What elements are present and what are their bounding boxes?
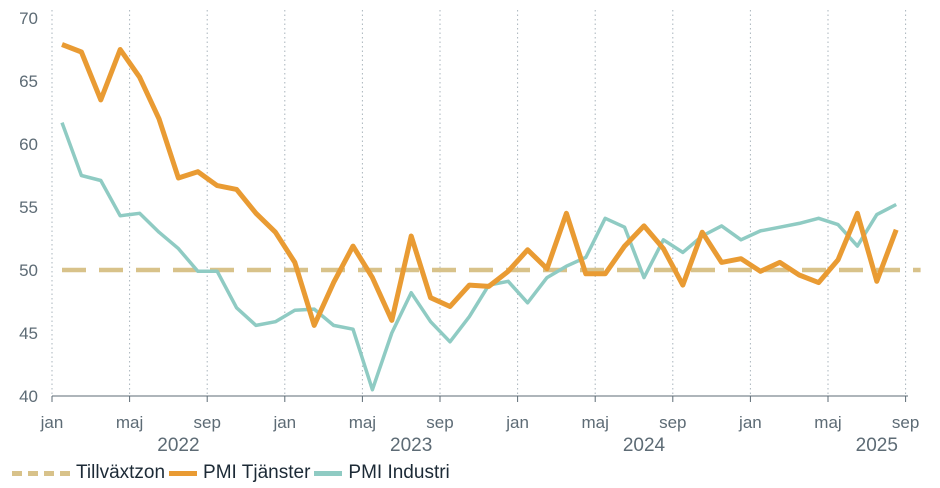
series-lines bbox=[60, 42, 921, 392]
legend-label-pmi-industri: PMI Industri bbox=[348, 462, 450, 483]
x-tick-label: maj bbox=[116, 413, 143, 432]
y-tick-label: 65 bbox=[19, 72, 38, 91]
legend-swatch-pmi-industri bbox=[314, 470, 343, 476]
legend-label-pmi-tjanster: PMI Tjänster bbox=[203, 462, 311, 483]
series-line-pmi-tjanster bbox=[61, 42, 899, 328]
grid-lines bbox=[51, 10, 907, 396]
x-year-label: 2022 bbox=[157, 435, 199, 456]
x-tick-label: jan bbox=[272, 413, 296, 432]
axis-labels: 40 45 50 55 60 65 70 jan maj sep jan maj sep jan maj se… bbox=[19, 9, 919, 456]
x-tick-label: jan bbox=[40, 413, 64, 432]
x-tick-label: jan bbox=[505, 413, 529, 432]
x-tick-label: maj bbox=[581, 413, 608, 432]
x-tick-label: jan bbox=[738, 413, 762, 432]
x-tick-label: sep bbox=[426, 413, 453, 432]
legend-item-tillvaxtzon: Tillväxtzon bbox=[12, 462, 165, 484]
legend-item-pmi-industri: PMI Industri bbox=[314, 462, 450, 484]
x-tick-label: sep bbox=[193, 413, 220, 432]
x-tick-label: sep bbox=[892, 413, 919, 432]
y-tick-label: 50 bbox=[19, 261, 38, 280]
x-year-label: 2024 bbox=[623, 435, 666, 456]
y-tick-label: 55 bbox=[19, 198, 38, 217]
x-year-label: 2023 bbox=[390, 435, 432, 456]
y-tick-label: 40 bbox=[19, 387, 38, 406]
legend-label-tillvaxtzon: Tillväxtzon bbox=[76, 462, 166, 483]
series-line-pmi-industri bbox=[60, 121, 898, 392]
y-tick-label: 60 bbox=[19, 135, 38, 154]
legend-swatch-pmi-tjanster bbox=[169, 470, 198, 476]
y-tick-label: 70 bbox=[19, 9, 38, 28]
y-tick-label: 45 bbox=[19, 324, 38, 343]
axes bbox=[51, 10, 908, 402]
legend-swatch-tillvaxtzon bbox=[12, 470, 70, 476]
x-tick-label: maj bbox=[349, 413, 376, 432]
x-tick-label: maj bbox=[814, 413, 841, 432]
x-year-label: 2025 bbox=[856, 435, 898, 456]
legend-item-pmi-tjanster: PMI Tjänster bbox=[169, 462, 310, 484]
x-tick-label: sep bbox=[659, 413, 686, 432]
legend: Tillväxtzon PMI Tjänster PMI Industri bbox=[12, 460, 454, 486]
